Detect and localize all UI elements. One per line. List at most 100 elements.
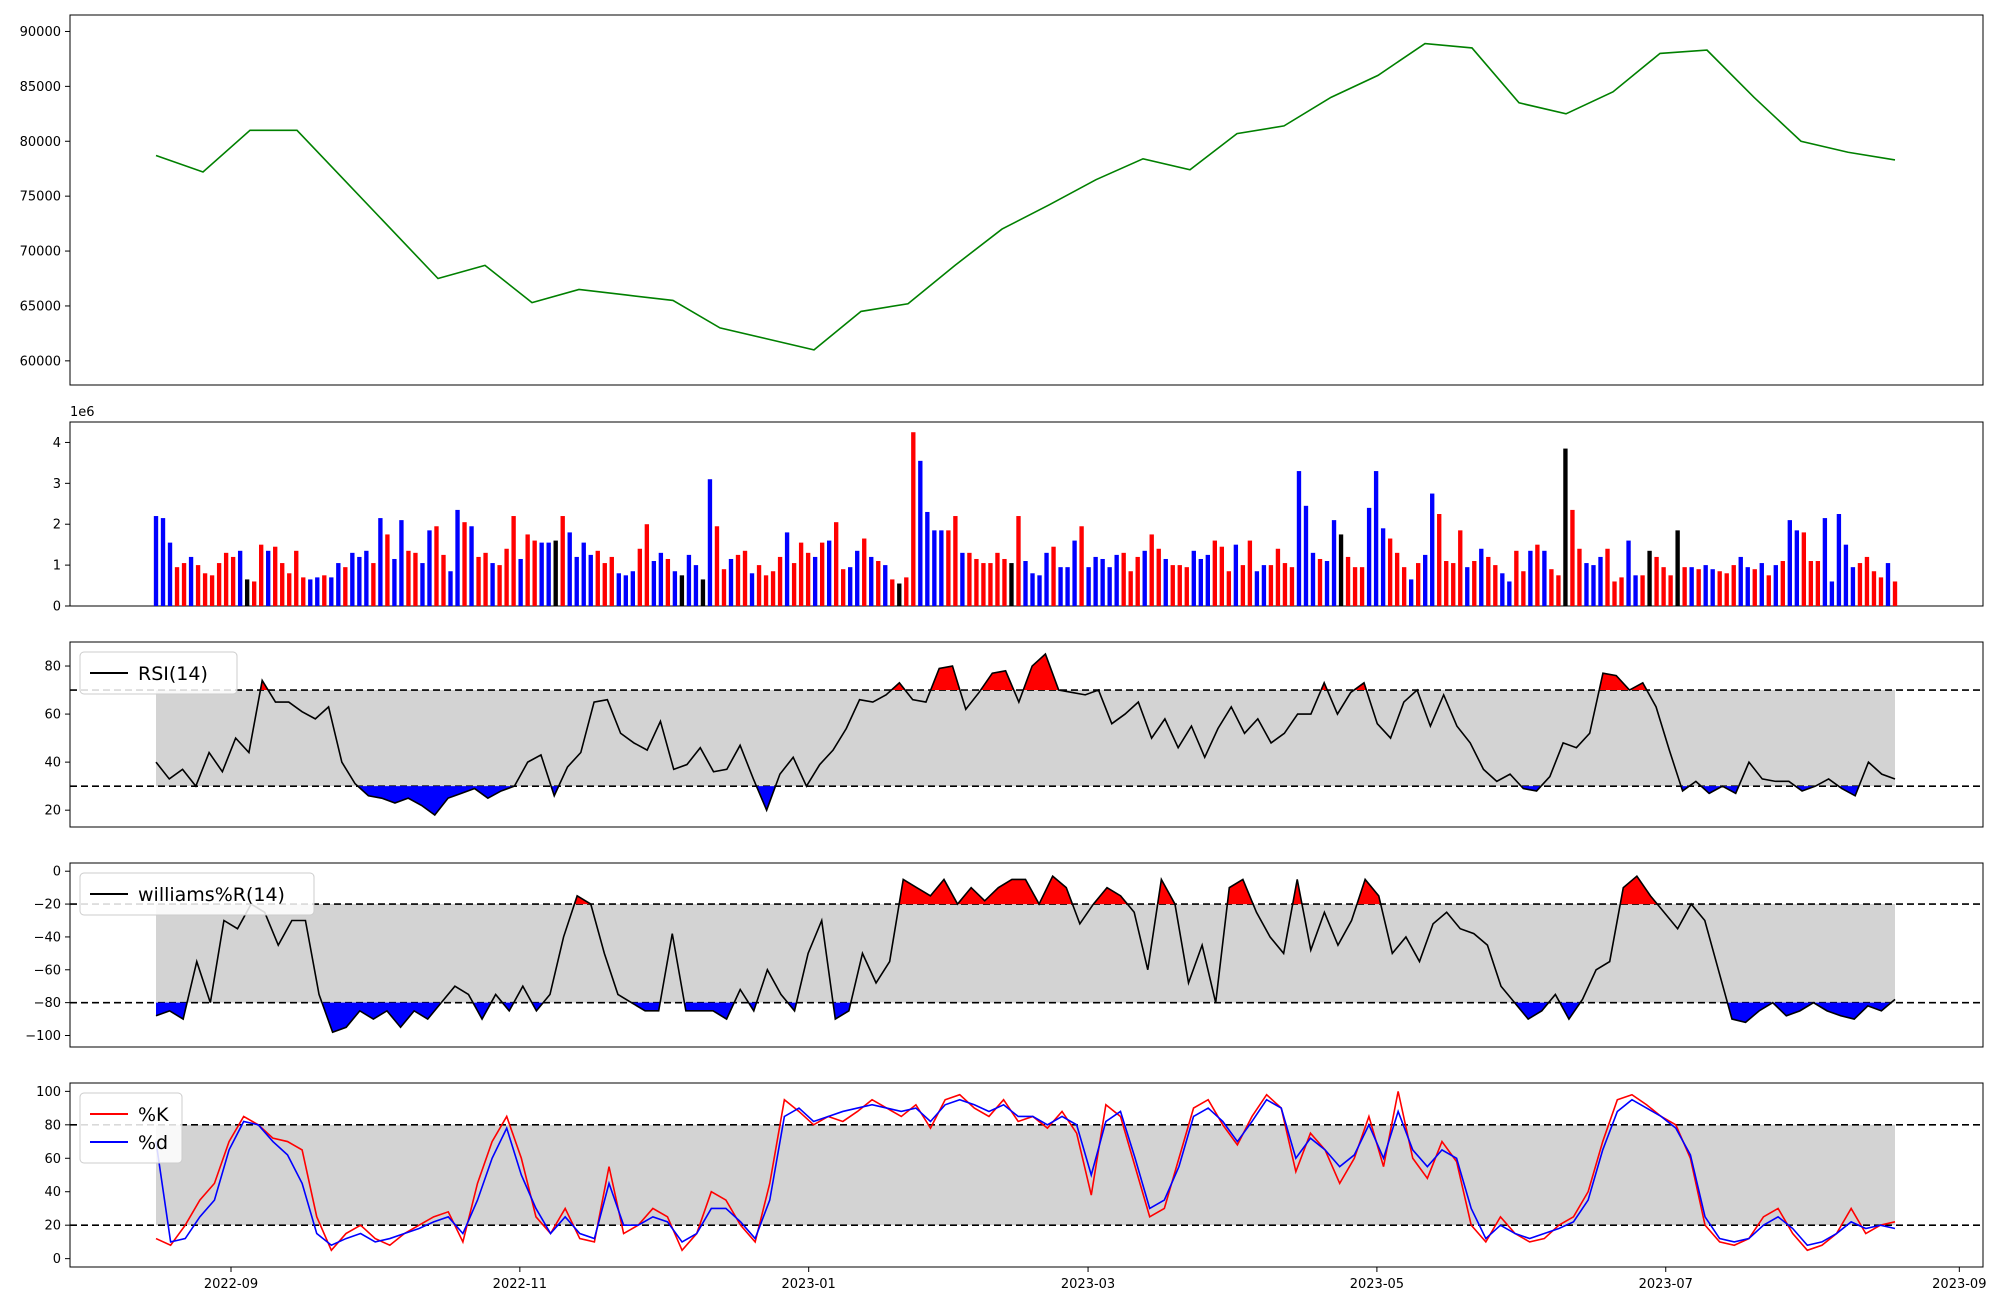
rsi-line xyxy=(155,652,1896,817)
williams-panel: −100 −80 −60 −40 −20 0 williams%R(14) xyxy=(25,862,1984,1048)
volume-bar xyxy=(1359,567,1365,606)
oversold-fill xyxy=(156,1002,188,1020)
oversold-fill xyxy=(684,1002,735,1020)
volume-bar xyxy=(700,579,706,606)
volume-bar xyxy=(644,524,650,606)
volume-bar xyxy=(483,552,488,606)
volume-bar xyxy=(1128,571,1133,606)
volume-bar xyxy=(1149,534,1154,606)
legend-label: %K xyxy=(138,1104,169,1126)
volume-bar xyxy=(848,567,853,606)
y-tick-label: −40 xyxy=(34,930,61,945)
volume-bar xyxy=(336,563,341,606)
y-tick-label: 80000 xyxy=(20,135,61,150)
volume-bar xyxy=(1114,554,1119,606)
volume-bar xyxy=(1675,530,1680,606)
overbought-fill xyxy=(891,682,906,691)
volume-bar xyxy=(1380,528,1386,606)
legend-label: %d xyxy=(138,1132,168,1154)
y-tick-label: 75000 xyxy=(20,190,61,205)
axes-frame xyxy=(69,862,1984,1048)
volume-bar xyxy=(209,575,215,606)
volume-bar xyxy=(637,548,643,606)
volume-bar xyxy=(1864,556,1870,606)
volume-bar xyxy=(1338,534,1344,606)
y-tick-label: 0 xyxy=(53,1252,61,1267)
volume-bar xyxy=(728,558,734,606)
volume-bar xyxy=(1317,558,1323,606)
volume-bar xyxy=(1437,514,1442,606)
volume-bar xyxy=(406,550,411,606)
volume-bar xyxy=(651,561,657,606)
volume-bar xyxy=(1647,550,1652,606)
volume-bar xyxy=(1836,514,1842,606)
threshold-band xyxy=(156,1124,1895,1226)
volume-bar xyxy=(1605,548,1610,606)
volume-bar xyxy=(1009,563,1014,606)
volume-bar xyxy=(1829,581,1835,606)
volume-bar xyxy=(420,563,425,606)
volume-bar xyxy=(160,518,166,606)
volume-bar xyxy=(1668,575,1673,606)
volume-bar xyxy=(1808,561,1814,606)
volume-bar xyxy=(357,556,362,606)
volume-bar xyxy=(1626,540,1631,606)
oversold-fill xyxy=(631,1002,661,1011)
axes-frame xyxy=(69,14,1984,386)
y-tick-label: 4 xyxy=(53,436,61,451)
volume-bar xyxy=(1766,575,1771,606)
volume-bar xyxy=(273,546,278,606)
volume-bar xyxy=(167,542,173,606)
volume-bar xyxy=(925,511,930,606)
volume-bar xyxy=(259,544,264,606)
volume-bar xyxy=(714,526,720,606)
volume-bar xyxy=(532,540,537,606)
oversold-fill xyxy=(1559,1002,1581,1020)
volume-bar xyxy=(525,534,530,606)
volume-bar xyxy=(1331,520,1337,606)
volume-bar xyxy=(1724,573,1729,606)
overbought-fill xyxy=(1599,673,1647,691)
volume-bar xyxy=(1521,571,1526,606)
volume-bar xyxy=(1549,569,1554,606)
volume-bar xyxy=(378,518,383,606)
volume-bar xyxy=(252,581,257,606)
volume-bar xyxy=(995,552,1000,606)
volume-bar xyxy=(1619,577,1624,606)
y-tick-label: −20 xyxy=(34,898,61,913)
volume-bar xyxy=(1268,565,1274,606)
volume-bar xyxy=(448,571,453,606)
overbought-fill xyxy=(980,670,1014,691)
volume-bar xyxy=(1023,561,1028,606)
volume-bar xyxy=(1822,518,1828,606)
volume-scale-label: 1e6 xyxy=(70,405,95,420)
volume-bar xyxy=(574,556,579,606)
volume-bar xyxy=(329,577,334,606)
volume-bar xyxy=(742,550,748,606)
volume-bar xyxy=(763,575,769,606)
volume-bar xyxy=(883,565,888,606)
y-tick-label: −60 xyxy=(34,963,61,978)
volume-bar xyxy=(1465,567,1470,606)
y-tick-label: 40 xyxy=(44,1185,61,1200)
volume-bar xyxy=(153,516,159,606)
volume-bar xyxy=(1093,556,1098,606)
y-tick-label: 70000 xyxy=(20,245,61,260)
oversold-fill xyxy=(1838,786,1859,796)
stochastic-line xyxy=(155,1091,1896,1252)
volume-bar xyxy=(658,552,664,606)
volume-bar xyxy=(1500,573,1505,606)
volume-bar xyxy=(1065,567,1070,606)
volume-bar xyxy=(455,509,460,606)
volume-bar xyxy=(1486,556,1491,606)
volume-bar xyxy=(490,563,495,606)
y-tick-label: 80 xyxy=(44,1118,61,1133)
volume-bar xyxy=(1612,581,1617,606)
volume-bar xyxy=(946,530,951,606)
volume-bar xyxy=(1072,540,1077,606)
volume-bar xyxy=(195,565,201,606)
volume-bar xyxy=(1794,530,1800,606)
volume-bar xyxy=(1577,548,1582,606)
volume-bar xyxy=(1030,573,1035,606)
volume-bar xyxy=(819,542,825,606)
